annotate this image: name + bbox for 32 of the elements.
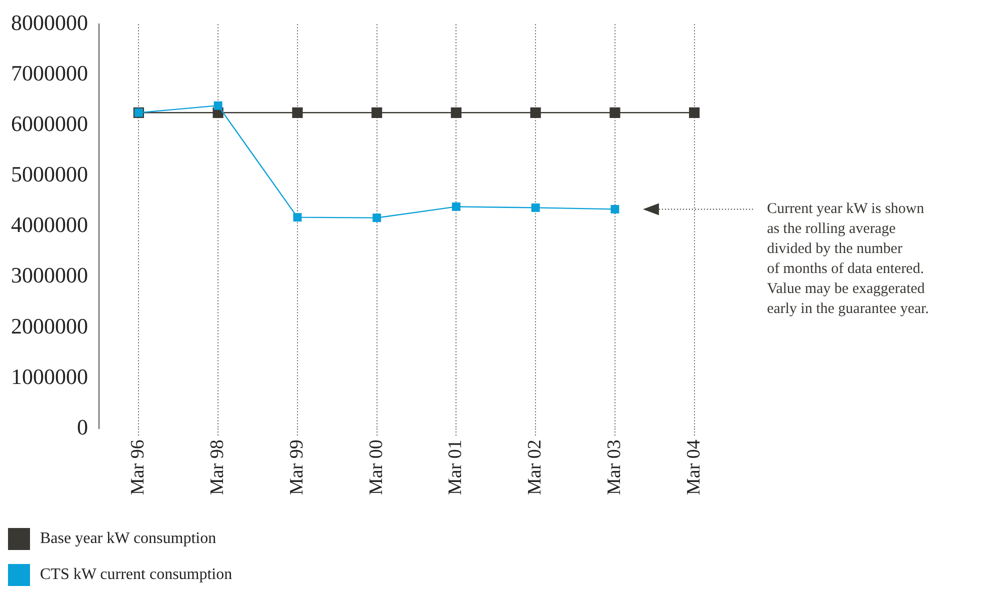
point bbox=[450, 107, 462, 118]
point bbox=[689, 107, 700, 118]
text: Current year kW is shown as the rolling average divided by the number of months of data entered. Value may be exaggerated early in the guarantee year. bbox=[766, 201, 929, 318]
y-tick-label: 2000000 bbox=[11, 313, 88, 338]
y-tick-label: 5000000 bbox=[11, 162, 88, 187]
point bbox=[452, 202, 460, 211]
y-tick-label: 4000000 bbox=[11, 212, 88, 238]
y-tick-label: 1000000 bbox=[11, 364, 88, 389]
x-tick-label: Mar 99 bbox=[286, 440, 308, 495]
x-tick-label: Mar 02 bbox=[524, 440, 546, 495]
point bbox=[531, 203, 540, 212]
legend-label: Base year kW consumption bbox=[40, 530, 216, 548]
point bbox=[293, 213, 302, 222]
y-tick-label: 3000000 bbox=[11, 262, 88, 288]
x-tick-label: Mar 04 bbox=[683, 439, 704, 495]
y-tick-label: 6000000 bbox=[11, 111, 88, 136]
x-tick-label: Mar 00 bbox=[366, 440, 387, 495]
point bbox=[610, 204, 620, 214]
point bbox=[530, 107, 541, 118]
y-tick-label: 7000000 bbox=[11, 60, 88, 86]
x-tick-label: Mar 96 bbox=[128, 440, 149, 495]
point bbox=[610, 107, 620, 118]
point bbox=[292, 107, 303, 118]
y-tick-label: 0 bbox=[77, 414, 88, 440]
x-tick-label: Mar 03 bbox=[604, 440, 625, 495]
point bbox=[372, 214, 382, 222]
point bbox=[214, 101, 222, 110]
x-tick-label: Mar 01 bbox=[445, 440, 466, 495]
point bbox=[372, 107, 382, 118]
y-tick-label: 8000000 bbox=[11, 10, 88, 35]
legend-label: CTS kW current consumption bbox=[40, 566, 232, 584]
x-tick-label: Mar 98 bbox=[207, 440, 228, 495]
